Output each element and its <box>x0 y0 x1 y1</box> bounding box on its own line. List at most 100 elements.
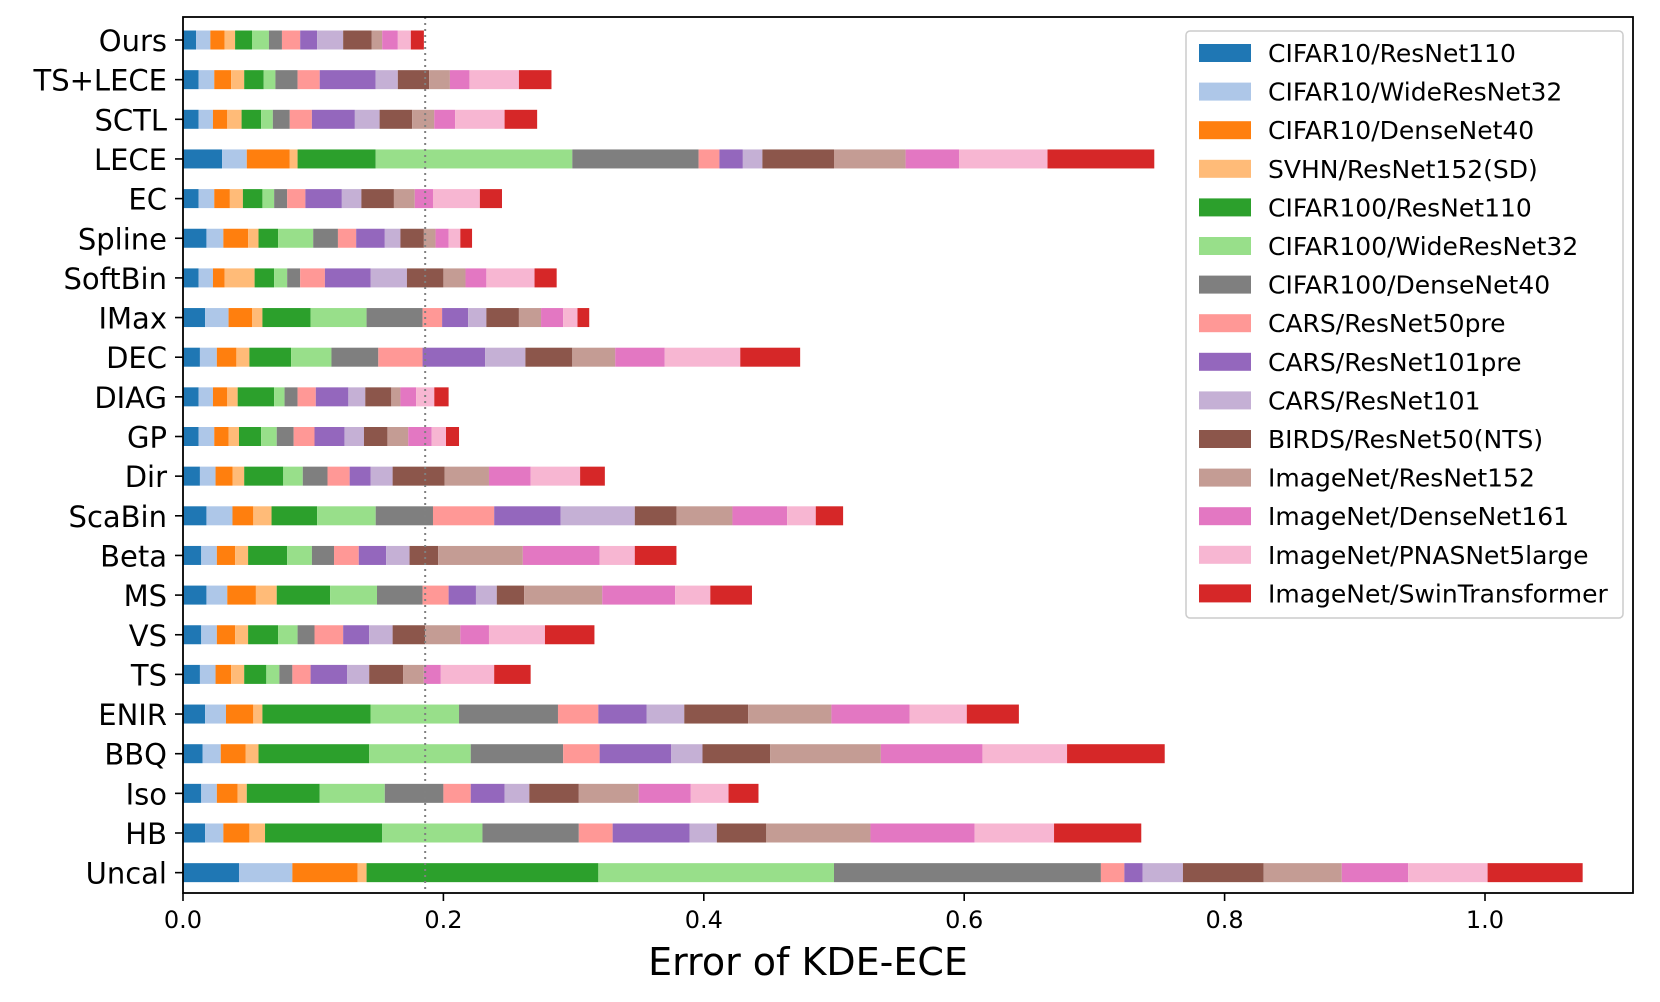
legend-item-imagenet-densenet161: ImageNet/DenseNet161 <box>1199 502 1569 531</box>
bar-segment-lece-cifar100-wideresnet32 <box>375 149 573 169</box>
bar-segment-ms-imagenet-pnasnet5large <box>675 585 711 605</box>
bar-segment-lece-svhn-resnet152-sd <box>289 149 298 169</box>
x-tick-label: 1.0 <box>1466 906 1504 934</box>
bar-segment-dir-svhn-resnet152-sd <box>232 466 245 486</box>
legend-label: CIFAR10/ResNet110 <box>1268 39 1516 68</box>
y-tick-label: Iso <box>126 777 167 811</box>
legend-swatch <box>1199 198 1251 217</box>
bar-segment-ours-cifar100-resnet110 <box>235 30 253 50</box>
bar-segment-dir-cifar100-wideresnet32 <box>283 466 303 486</box>
bar-segment-dec-cars-resnet101 <box>485 347 526 367</box>
bar-segment-enir-cifar10-wideresnet32 <box>205 704 226 724</box>
bar-segment-ours-cifar100-densenet40 <box>268 30 282 50</box>
bar-segment-beta-imagenet-resnet152 <box>438 545 523 565</box>
legend-item-birds-resnet50-nts: BIRDS/ResNet50(NTS) <box>1199 425 1543 454</box>
bar-segment-sctl-imagenet-swintransformer <box>504 109 538 129</box>
legend-swatch <box>1199 237 1251 255</box>
bar-segment-ec-cifar100-wideresnet32 <box>262 189 275 209</box>
bar-segment-ec-cars-resnet50pre <box>287 189 306 209</box>
bar-segment-uncal-cifar10-resnet110 <box>183 863 239 883</box>
bar-segment-ts-lece-svhn-resnet152-sd <box>231 70 245 90</box>
bar-segment-hb-cifar100-densenet40 <box>482 823 579 843</box>
bar-segment-scabin-cifar100-wideresnet32 <box>317 506 376 526</box>
bar-segment-gp-imagenet-densenet161 <box>408 427 432 446</box>
legend-item-cifar100-wideresnet32: CIFAR100/WideResNet32 <box>1199 232 1578 261</box>
bar-row-gp <box>183 427 460 446</box>
bar-segment-ts-imagenet-resnet152 <box>403 664 424 684</box>
legend-item-cifar100-densenet40: CIFAR100/DenseNet40 <box>1199 271 1550 300</box>
bar-segment-sctl-cifar10-wideresnet32 <box>198 109 213 129</box>
legend-label: CARS/ResNet101 <box>1268 386 1480 415</box>
bar-segment-ts-cifar10-wideresnet32 <box>199 664 216 684</box>
bar-segment-uncal-imagenet-swintransformer <box>1487 863 1583 883</box>
bar-segment-sctl-cifar10-densenet40 <box>212 109 228 129</box>
bar-segment-uncal-imagenet-pnasnet5large <box>1408 863 1488 883</box>
bar-segment-dir-imagenet-pnasnet5large <box>530 466 581 486</box>
bar-segment-softbin-cifar100-densenet40 <box>287 268 301 288</box>
bar-segment-spline-imagenet-resnet152 <box>423 228 436 248</box>
bar-segment-ts-imagenet-pnasnet5large <box>440 664 495 684</box>
bar-segment-iso-imagenet-swintransformer <box>728 783 759 803</box>
bar-segment-imax-cifar10-densenet40 <box>228 308 253 328</box>
bar-segment-hb-cifar10-resnet110 <box>183 823 206 843</box>
y-tick-label: TS+LECE <box>33 64 167 98</box>
bar-segment-softbin-svhn-resnet152-sd <box>224 268 255 288</box>
bar-segment-iso-imagenet-densenet161 <box>638 783 691 803</box>
bar-segment-dir-imagenet-resnet152 <box>444 466 489 486</box>
bar-segment-uncal-imagenet-densenet161 <box>1341 863 1409 883</box>
bar-segment-ours-cars-resnet101pre <box>300 30 318 50</box>
bar-segment-imax-cifar10-wideresnet32 <box>205 308 229 328</box>
legend-item-cars-resnet101pre: CARS/ResNet101pre <box>1199 348 1521 377</box>
bar-row-sctl <box>183 109 538 129</box>
bar-segment-iso-cifar10-densenet40 <box>216 783 238 803</box>
legend-item-imagenet-resnet152: ImageNet/ResNet152 <box>1199 464 1535 493</box>
bar-segment-iso-imagenet-pnasnet5large <box>690 783 729 803</box>
bar-segment-diag-cars-resnet101 <box>348 387 366 407</box>
y-tick-label: Dir <box>125 460 167 494</box>
bar-segment-enir-imagenet-resnet152 <box>748 704 832 724</box>
legend-swatch <box>1199 314 1251 333</box>
bar-segment-vs-imagenet-densenet161 <box>460 625 489 645</box>
bar-segment-vs-cars-resnet101pre <box>343 625 370 645</box>
bar-segment-ec-cars-resnet101 <box>341 189 362 209</box>
bar-segment-beta-cifar10-wideresnet32 <box>201 545 217 565</box>
bar-segment-dec-cars-resnet50pre <box>378 347 423 367</box>
legend-swatch <box>1199 507 1251 526</box>
bar-segment-ec-svhn-resnet152-sd <box>229 189 243 209</box>
y-tick-label: EC <box>128 183 167 217</box>
bar-segment-uncal-cifar100-densenet40 <box>834 863 1101 883</box>
bar-segment-gp-imagenet-pnasnet5large <box>431 427 446 446</box>
bar-segment-ts-lece-cifar100-densenet40 <box>275 70 298 90</box>
bar-segment-sctl-birds-resnet50-nts <box>379 109 413 129</box>
bar-segment-iso-cifar10-wideresnet32 <box>201 783 217 803</box>
bar-segment-scabin-cars-resnet101 <box>560 506 635 526</box>
bar-segment-vs-svhn-resnet152-sd <box>235 625 249 645</box>
bar-segment-enir-cifar100-densenet40 <box>459 704 558 724</box>
bar-segment-ms-cifar10-densenet40 <box>227 585 256 605</box>
bar-segment-bbq-cifar100-densenet40 <box>470 744 564 764</box>
bar-segment-ts-imagenet-swintransformer <box>494 664 531 684</box>
bar-segment-enir-imagenet-pnasnet5large <box>909 704 967 724</box>
bar-segment-scabin-imagenet-resnet152 <box>676 506 733 526</box>
bar-segment-dec-cifar100-resnet110 <box>249 347 292 367</box>
legend-label: SVHN/ResNet152(SD) <box>1268 155 1538 184</box>
bar-segment-gp-birds-resnet50-nts <box>363 427 388 446</box>
bar-segment-gp-svhn-resnet152-sd <box>228 427 239 446</box>
bar-segment-softbin-birds-resnet50-nts <box>406 268 444 288</box>
bar-segment-bbq-cifar10-densenet40 <box>220 744 246 764</box>
legend-swatch <box>1199 44 1251 62</box>
bar-segment-diag-cifar10-densenet40 <box>212 387 228 407</box>
bar-row-enir <box>183 704 1019 724</box>
bar-segment-uncal-birds-resnet50-nts <box>1182 863 1264 883</box>
bar-segment-gp-cifar100-wideresnet32 <box>261 427 277 446</box>
bar-segment-ours-cifar10-densenet40 <box>210 30 225 50</box>
bar-segment-beta-cifar100-densenet40 <box>311 545 335 565</box>
bar-segment-dir-cifar100-densenet40 <box>302 466 328 486</box>
bar-segment-ts-lece-cars-resnet50pre <box>297 70 320 90</box>
bar-segment-dir-birds-resnet50-nts <box>392 466 445 486</box>
bar-segment-sctl-cars-resnet50pre <box>289 109 312 129</box>
bar-segment-ours-imagenet-swintransformer <box>410 30 424 50</box>
bar-segment-enir-cars-resnet50pre <box>557 704 599 724</box>
bar-segment-ts-cifar10-resnet110 <box>183 664 200 684</box>
x-axis-label: Error of KDE-ECE <box>648 940 968 984</box>
